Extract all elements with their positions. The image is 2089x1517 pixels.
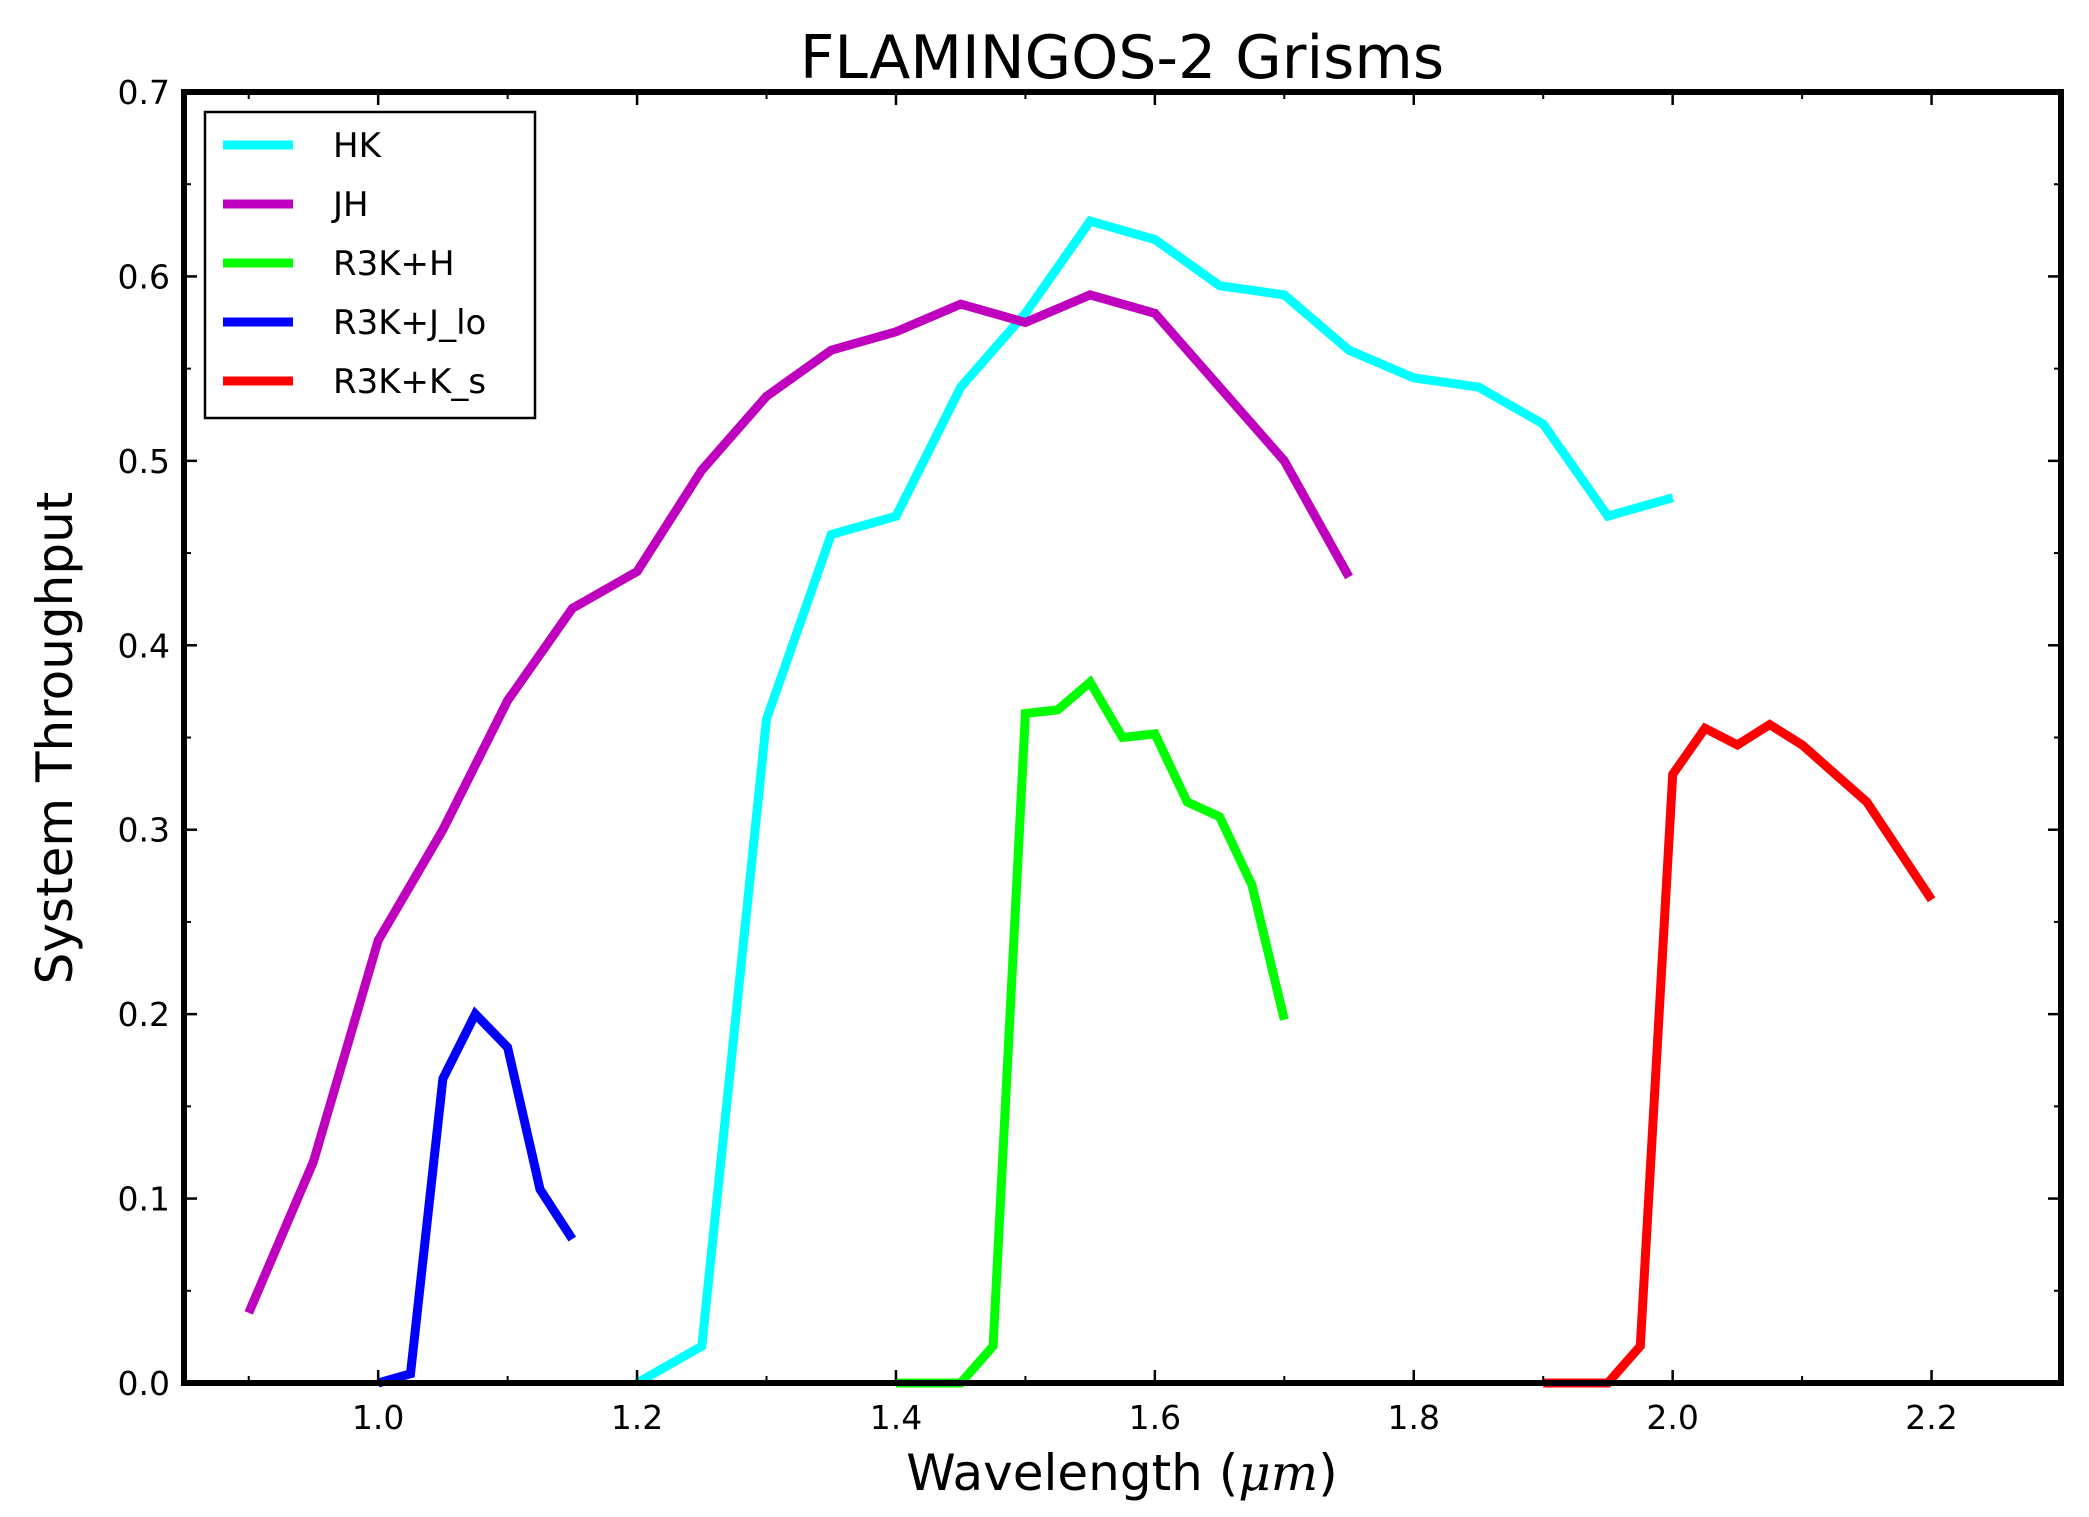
legend-label-r3k-j-lo: R3K+J_lo xyxy=(333,303,486,343)
x-tick-label-1-2: 1.2 xyxy=(611,1398,663,1437)
x-axis-title-unit: μm xyxy=(1238,1444,1318,1502)
ticks-layer: 1.0 1.2 1.4 1.6 1.8 2.0 2.2 0.0 0.1 0.2 0.3 0.4 0.5 0… xyxy=(118,73,2061,1437)
x-axis-title-prefix: Wavelength ( xyxy=(906,1444,1238,1502)
x-axis-title: Wavelength (μm) xyxy=(906,1444,1337,1502)
legend: HK JH R3K+H R3K+J_lo R3K+K_s xyxy=(203,110,537,420)
x-tick-label-1-4: 1.4 xyxy=(870,1398,922,1437)
y-tick-label-0-4: 0.4 xyxy=(118,626,170,665)
legend-label-hk: HK xyxy=(333,126,383,166)
y-axis-title: System Throughput xyxy=(26,492,84,985)
y-tick-label-0-5: 0.5 xyxy=(118,442,170,481)
x-tick-label-1-6: 1.6 xyxy=(1129,1398,1181,1437)
plot-frame xyxy=(181,89,2064,1386)
legend-label-r3k-k-s: R3K+K_s xyxy=(333,362,486,402)
x-tick-label-2-2: 2.2 xyxy=(1905,1398,1957,1437)
legend-label-jh: JH xyxy=(331,185,369,225)
series-line-jh xyxy=(244,290,1353,1315)
chart-title: FLAMINGOS-2 Grisms xyxy=(800,23,1444,93)
series-layer xyxy=(244,215,1936,1388)
series-line-r3k-h xyxy=(896,675,1289,1388)
x-tick-label-1-0: 1.0 xyxy=(352,1398,404,1437)
series-line-r3k-j-lo xyxy=(376,1006,577,1388)
y-tick-label-0-1: 0.1 xyxy=(118,1180,170,1219)
series-line-r3k-k-s xyxy=(1543,719,1936,1388)
y-tick-label-0-6: 0.6 xyxy=(118,257,170,296)
series-line-hk xyxy=(634,215,1674,1387)
y-tick-label-0-7: 0.7 xyxy=(118,73,170,112)
x-tick-label-2-0: 2.0 xyxy=(1646,1398,1698,1437)
legend-label-r3k-h: R3K+H xyxy=(333,244,455,284)
x-tick-label-1-8: 1.8 xyxy=(1388,1398,1440,1437)
y-tick-label-0-0: 0.0 xyxy=(118,1364,170,1403)
y-tick-label-0-2: 0.2 xyxy=(118,995,170,1034)
y-tick-label-0-3: 0.3 xyxy=(118,811,170,850)
x-axis-title-suffix: ) xyxy=(1318,1444,1338,1502)
